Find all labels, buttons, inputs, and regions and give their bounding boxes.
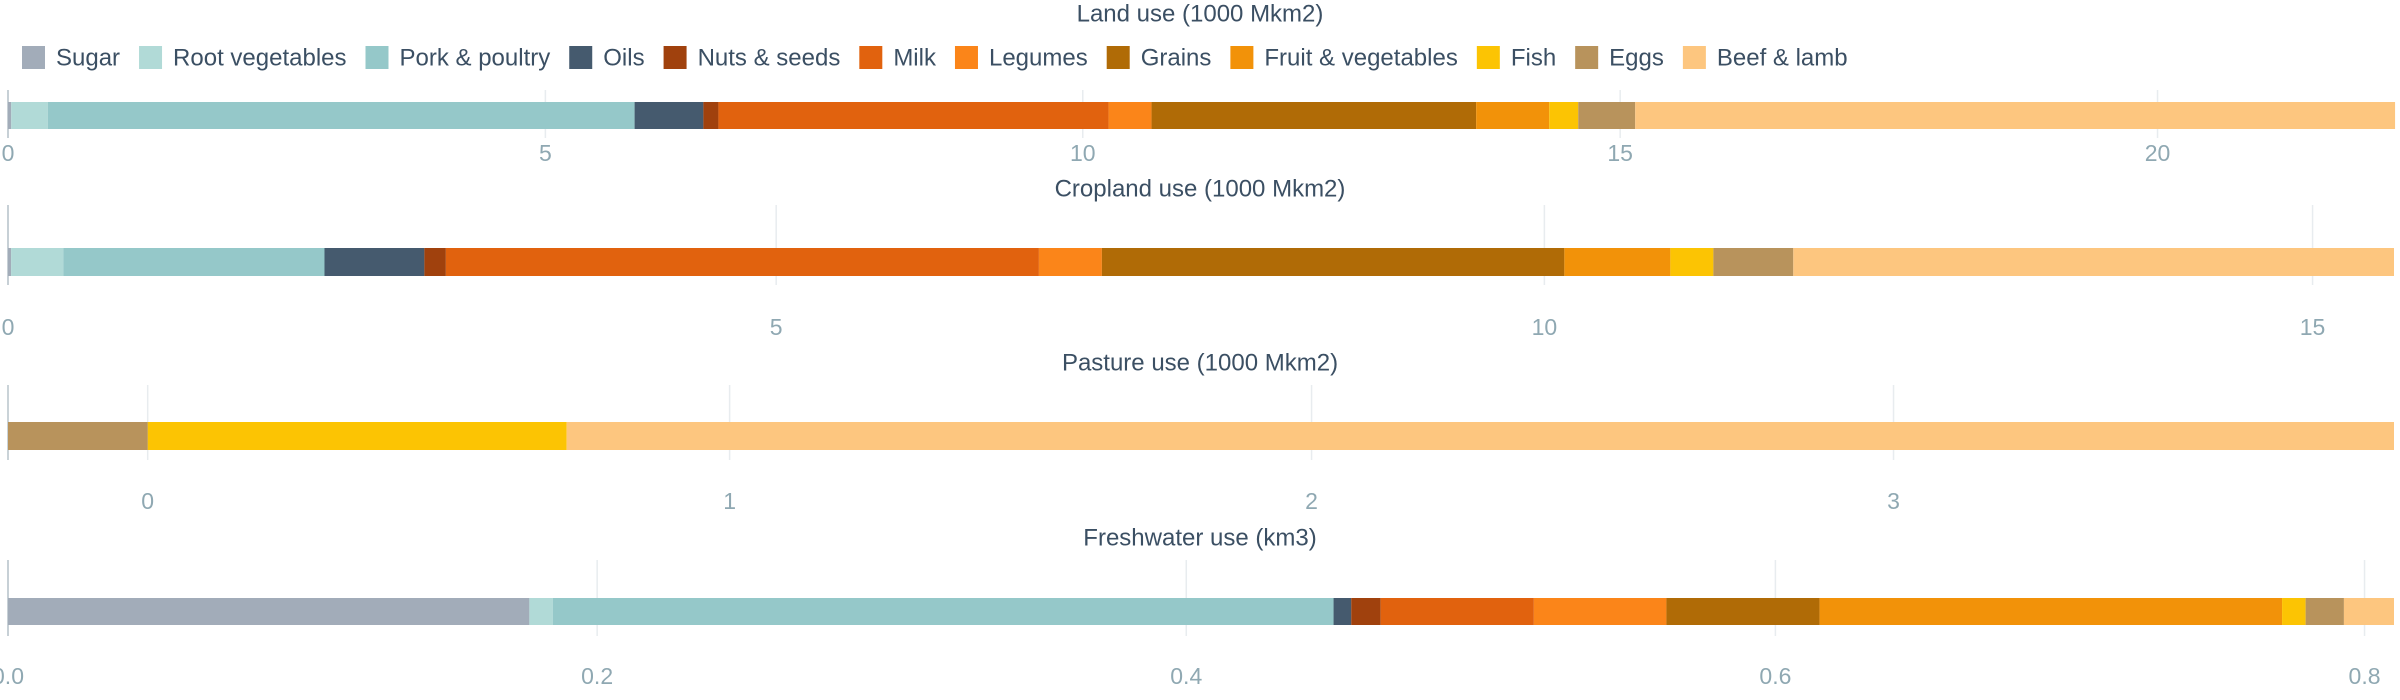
bar-segment	[566, 422, 2395, 450]
bar-segment	[1108, 102, 1152, 129]
x-tick-label: 0.4	[1170, 663, 1202, 689]
bar-segment	[8, 248, 12, 276]
bar-segment	[445, 248, 1039, 276]
legend-label: Oils	[603, 44, 644, 71]
bar-segment	[1793, 248, 2394, 276]
x-tick-label: 20	[2145, 140, 2171, 166]
bar-segment	[1713, 248, 1794, 276]
x-tick-label: 0	[2, 314, 15, 340]
legend-label: Nuts & seeds	[698, 44, 841, 71]
x-tick-label: 2	[1305, 488, 1318, 514]
bar-segment	[1151, 102, 1477, 129]
bar-segment	[2343, 598, 2394, 625]
legend-label: Fish	[1511, 44, 1556, 71]
bar-segment	[147, 422, 567, 450]
legend-swatch	[1682, 46, 1706, 69]
legend-label: Fruit & vegetables	[1264, 44, 1457, 71]
legend-swatch	[1230, 46, 1254, 69]
x-tick-label: 0.6	[1759, 663, 1791, 689]
x-tick-label: 5	[770, 314, 783, 340]
bar-segment	[11, 248, 64, 276]
legend-swatch	[1106, 46, 1130, 69]
legend-swatch	[954, 46, 978, 69]
bar-segment	[1549, 102, 1579, 129]
bar-segment	[1333, 598, 1352, 625]
x-tick-label: 15	[1607, 140, 1633, 166]
legend-label: Legumes	[989, 44, 1088, 71]
x-tick-label: 10	[1070, 140, 1096, 166]
x-tick-label: 0	[2, 140, 15, 166]
bar-segment	[8, 102, 12, 129]
chart-title: Freshwater use (km3)	[1083, 524, 1316, 551]
bar-segment	[424, 248, 446, 276]
x-tick-label: 10	[1532, 314, 1558, 340]
legend-swatch	[139, 46, 163, 69]
bar-segment	[2305, 598, 2344, 625]
x-tick-label: 15	[2300, 314, 2326, 340]
legend-swatch	[22, 46, 45, 69]
x-tick-label: 0.2	[581, 663, 613, 689]
legend-swatch	[663, 46, 687, 69]
legend-label: Eggs	[1609, 44, 1664, 71]
bar-segment	[324, 248, 425, 276]
bar-segment	[1666, 598, 1820, 625]
bar-segment	[1635, 102, 2396, 129]
bar-segment	[1101, 248, 1565, 276]
x-tick-label: 0.0	[0, 663, 24, 689]
legend-label: Grains	[1141, 44, 1212, 71]
bar-segment	[1351, 598, 1381, 625]
legend-label: Root vegetables	[173, 44, 346, 71]
x-tick-label: 5	[539, 140, 552, 166]
bar-segment	[1670, 248, 1714, 276]
bar-segment	[11, 102, 48, 129]
legend-label: Milk	[893, 44, 937, 71]
bar-segment	[8, 422, 148, 450]
bar-segment	[1819, 598, 2283, 625]
bar-segment	[1533, 598, 1667, 625]
bar-segment	[552, 598, 1334, 625]
bar-segment	[718, 102, 1109, 129]
bar-segment	[1578, 102, 1636, 129]
bar-segment	[634, 102, 704, 129]
bar-segment	[703, 102, 719, 129]
legend-swatch	[1575, 46, 1599, 69]
legend-label: Sugar	[56, 44, 120, 71]
legend-label: Pork & poultry	[400, 44, 551, 71]
bar-segment	[47, 102, 635, 129]
bar-segment	[8, 598, 530, 625]
bar-segment	[63, 248, 325, 276]
legend-label: Beef & lamb	[1717, 44, 1848, 71]
bar-segment	[1564, 248, 1671, 276]
bar-segment	[529, 598, 553, 625]
legend-swatch	[1476, 46, 1500, 69]
legend-swatch	[569, 46, 593, 69]
chart-title: Cropland use (1000 Mkm2)	[1055, 175, 1346, 202]
bar-segment	[1380, 598, 1534, 625]
bar-segment	[2282, 598, 2306, 625]
bar-segment	[1038, 248, 1102, 276]
chart-title: Land use (1000 Mkm2)	[1077, 0, 1324, 27]
x-tick-label: 1	[723, 488, 736, 514]
x-tick-label: 0.8	[2349, 663, 2381, 689]
x-tick-label: 0	[141, 488, 154, 514]
chart-title: Pasture use (1000 Mkm2)	[1062, 349, 1338, 376]
legend-swatch	[365, 46, 389, 69]
legend-swatch	[859, 46, 883, 69]
bar-segment	[1476, 102, 1550, 129]
x-tick-label: 3	[1887, 488, 1900, 514]
